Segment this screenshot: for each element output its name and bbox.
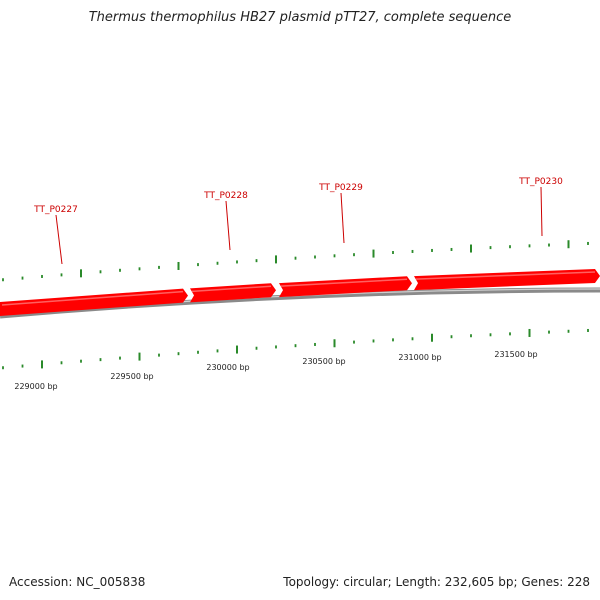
gene-arrow-highlight — [280, 278, 408, 287]
gene-label: TT_P0227 — [33, 205, 78, 215]
lower-tick-track — [2, 328, 589, 370]
bp-scale-label: 231000 bp — [398, 353, 441, 362]
gene-leader-line — [55, 214, 63, 265]
gene-leader-line — [340, 192, 345, 244]
bp-scale-label: 230000 bp — [206, 363, 249, 372]
gene-label-group: TT_P0227 TT_P0228 TT_P0229 TT_P0230 — [33, 177, 563, 265]
gene-leader-line — [225, 200, 231, 251]
gene-track — [0, 269, 600, 316]
upper-tick-track — [2, 240, 589, 282]
gene-arrow-highlight — [191, 285, 272, 293]
bp-scale-label: 229000 bp — [14, 382, 57, 391]
topology-summary: Topology: circular; Length: 232,605 bp; … — [283, 575, 590, 589]
gene-label: TT_P0229 — [318, 183, 363, 193]
accession-label: Accession: NC_005838 — [9, 575, 146, 589]
bp-scale-labels: 229000 bp 229500 bp 230000 bp 230500 bp 2310… — [14, 350, 537, 391]
map-title: Thermus thermophilus HB27 plasmid pTT27,… — [88, 10, 512, 25]
bp-scale-label: 230500 bp — [302, 357, 345, 366]
gene-arrow-highlight — [1, 290, 184, 306]
gene-label: TT_P0228 — [203, 191, 248, 201]
bp-scale-label: 231500 bp — [494, 350, 537, 359]
gene-label: TT_P0230 — [518, 177, 563, 187]
gene-arrow-highlight — [415, 271, 596, 280]
gene-leader-line — [540, 186, 543, 237]
bp-scale-label: 229500 bp — [110, 372, 153, 381]
